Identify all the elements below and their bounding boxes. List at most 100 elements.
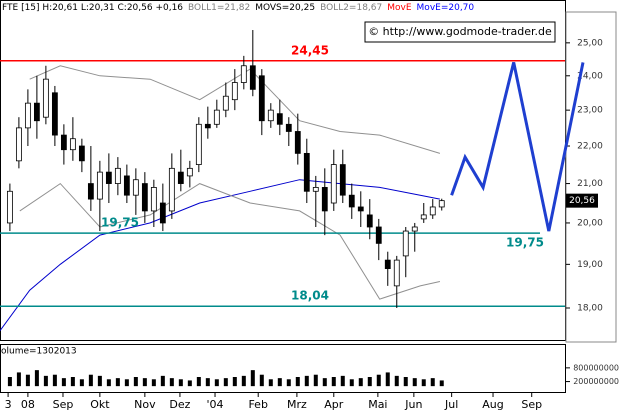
x-tick-label: 3	[5, 398, 12, 411]
header-part: BOLL1=21,82	[188, 3, 250, 13]
x-tick-label: Jun	[404, 398, 422, 411]
y-tick-label: 22,00	[577, 142, 603, 152]
price-tag	[566, 193, 598, 208]
volume-bar	[16, 372, 21, 387]
candle-body	[375, 226, 382, 244]
candle-body	[438, 200, 445, 208]
candle-body	[24, 102, 31, 129]
volume-label: olume=1302013	[1, 347, 77, 357]
candle-body	[429, 206, 436, 216]
price-axis	[565, 11, 617, 343]
header-part: MOVS=20,25	[255, 3, 315, 13]
candle-body	[267, 109, 274, 122]
indicator-line	[29, 65, 441, 154]
candle-body	[366, 214, 373, 228]
candle-body	[402, 230, 409, 257]
candle-body	[213, 109, 220, 125]
candle-body	[258, 75, 265, 122]
line-label: 18,04	[291, 289, 329, 303]
candle-body	[420, 214, 427, 220]
y-tick-label: 20,00	[577, 218, 603, 228]
candle-body	[285, 123, 292, 132]
y-tick-label: 21,00	[577, 179, 603, 189]
candle-body	[78, 145, 85, 162]
header-part: BOLL2=18,67	[320, 3, 382, 13]
candle-body	[114, 167, 121, 184]
copyright-box	[364, 21, 556, 43]
header-part: MovE=20,70	[417, 3, 475, 13]
candle-body	[168, 167, 175, 212]
x-tick-label: Mai	[368, 398, 387, 411]
volume-bar	[7, 377, 12, 387]
x-tick-label: Feb	[248, 398, 267, 411]
volume-bar	[124, 379, 129, 387]
candle-body	[141, 183, 148, 212]
volume-bar	[286, 379, 291, 387]
candle-body	[294, 131, 301, 154]
y-tick-label: 23,00	[577, 106, 603, 116]
price-tag-label: 20,56	[569, 196, 595, 206]
x-tick-label: Sep	[521, 398, 542, 411]
indicator-line	[0, 179, 440, 331]
candle-body	[42, 78, 49, 118]
forecast-line	[450, 62, 585, 232]
x-tick-label: Nov	[134, 398, 156, 411]
candle-body	[186, 167, 193, 177]
indicator-line	[19, 182, 441, 300]
header-part: FTE [15] H:20,61 L:20,31 C:20,56 +0,16	[2, 3, 183, 13]
volume-bar	[412, 378, 417, 387]
volume-bar	[385, 372, 390, 387]
candle-body	[150, 187, 157, 212]
volume-bar	[214, 379, 219, 387]
volume-bar	[187, 380, 192, 387]
volume-bar	[340, 375, 345, 387]
candle-body	[384, 259, 391, 270]
header-part: MovE	[387, 3, 412, 13]
volume-bar	[349, 379, 354, 387]
candle-body	[123, 175, 130, 196]
volume-bar	[115, 378, 120, 387]
volume-bar	[223, 378, 228, 387]
volume-bar	[232, 377, 237, 387]
header: FTE [15] H:20,61 L:20,31 C:20,56 +0,16 BO…	[2, 3, 474, 13]
x-tick-label: Aug	[482, 398, 503, 411]
volume-bar	[403, 377, 408, 387]
volume-bar	[376, 374, 381, 387]
volume-bar	[133, 377, 138, 387]
line-label: 19,75	[506, 236, 544, 250]
volume-bar	[358, 378, 363, 387]
volume-bar	[430, 378, 435, 387]
x-tick-label: Jul	[444, 398, 458, 411]
candle-body	[60, 134, 67, 151]
candle-body	[240, 65, 247, 83]
y-tick-label: 24,00	[577, 71, 603, 81]
x-tick-label: Dez	[169, 398, 190, 411]
candle-body	[177, 171, 184, 184]
volume-bar	[394, 375, 399, 387]
candle-body	[222, 95, 229, 111]
volume-bar	[169, 378, 174, 387]
candle-body	[348, 194, 355, 208]
volume-frame	[0, 344, 566, 393]
volume-bar	[268, 379, 273, 387]
volume-tick-label: 200000000	[573, 377, 619, 386]
y-tick-label: 19,00	[577, 260, 603, 270]
volume-bar	[34, 370, 39, 387]
candle-body	[132, 179, 139, 196]
candle-body	[231, 82, 238, 101]
y-tick-label: 25,00	[577, 38, 603, 48]
x-tick-label: Sep	[53, 398, 74, 411]
x-tick-label: Okt	[90, 398, 110, 411]
line-label: 19,75	[101, 216, 139, 230]
volume-bar	[160, 375, 165, 387]
candle-body	[69, 138, 76, 151]
candle-body	[195, 123, 202, 165]
candle-body	[96, 171, 103, 200]
candle-body	[321, 187, 328, 212]
x-tick-label: '04	[207, 398, 224, 411]
line-label: 24,45	[291, 43, 329, 57]
candle-body	[51, 92, 58, 136]
volume-bar	[61, 378, 66, 387]
